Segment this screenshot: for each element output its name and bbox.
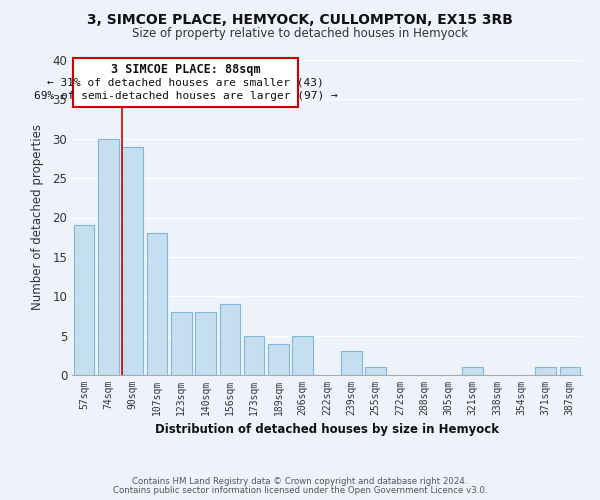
Bar [341,352,362,375]
Text: 3, SIMCOE PLACE, HEMYOCK, CULLOMPTON, EX15 3RB: 3, SIMCOE PLACE, HEMYOCK, CULLOMPTON, EX… [87,12,513,26]
Bar [220,304,240,375]
Bar [74,226,94,375]
Text: Contains HM Land Registry data © Crown copyright and database right 2024.: Contains HM Land Registry data © Crown c… [132,477,468,486]
Bar [560,367,580,375]
Text: 3 SIMCOE PLACE: 88sqm: 3 SIMCOE PLACE: 88sqm [111,63,260,76]
Bar [122,146,143,375]
X-axis label: Distribution of detached houses by size in Hemyock: Distribution of detached houses by size … [155,424,499,436]
Y-axis label: Number of detached properties: Number of detached properties [31,124,44,310]
Bar [98,138,119,375]
Bar [171,312,191,375]
Bar [244,336,265,375]
Text: Contains public sector information licensed under the Open Government Licence v3: Contains public sector information licen… [113,486,487,495]
FancyBboxPatch shape [73,58,298,108]
Bar [463,367,483,375]
Bar [146,233,167,375]
Text: ← 31% of detached houses are smaller (43): ← 31% of detached houses are smaller (43… [47,78,324,88]
Bar [535,367,556,375]
Bar [195,312,216,375]
Bar [365,367,386,375]
Bar [268,344,289,375]
Bar [292,336,313,375]
Text: 69% of semi-detached houses are larger (97) →: 69% of semi-detached houses are larger (… [34,91,337,101]
Text: Size of property relative to detached houses in Hemyock: Size of property relative to detached ho… [132,28,468,40]
